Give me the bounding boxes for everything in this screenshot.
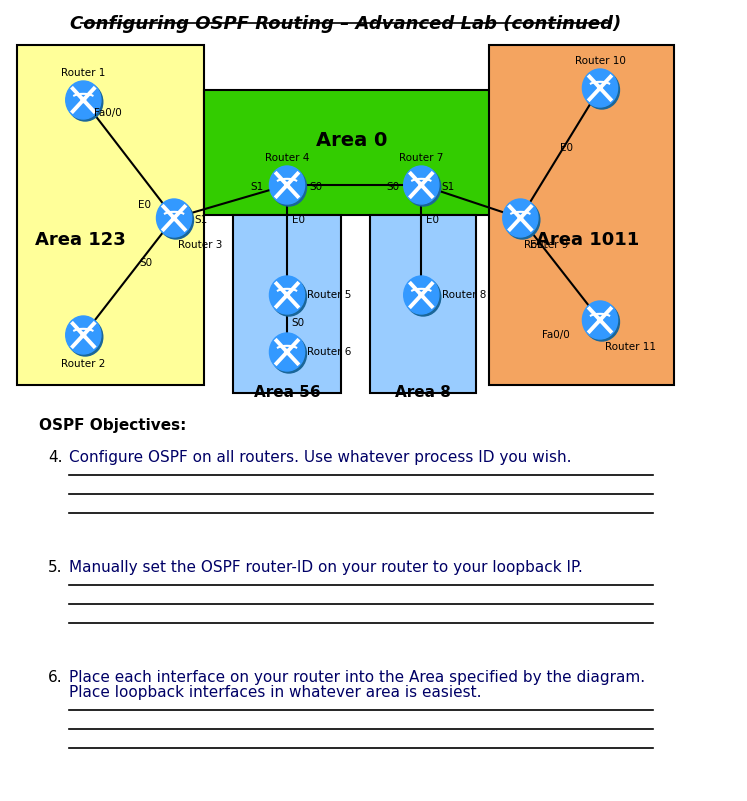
Text: Router 3: Router 3 bbox=[178, 240, 222, 250]
Text: Manually set the OSPF router-ID on your router to your loopback IP.: Manually set the OSPF router-ID on your … bbox=[69, 560, 583, 575]
FancyBboxPatch shape bbox=[16, 45, 204, 385]
Text: Fa0/0: Fa0/0 bbox=[94, 108, 123, 118]
Circle shape bbox=[584, 303, 619, 341]
FancyBboxPatch shape bbox=[371, 215, 476, 393]
Text: Router 10: Router 10 bbox=[574, 56, 625, 66]
Text: E0: E0 bbox=[138, 200, 151, 210]
Text: Configure OSPF on all routers. Use whatever process ID you wish.: Configure OSPF on all routers. Use whate… bbox=[69, 450, 572, 465]
Text: S0: S0 bbox=[386, 182, 399, 192]
Text: S1: S1 bbox=[251, 182, 264, 192]
Text: 6.: 6. bbox=[48, 670, 63, 685]
Text: OSPF Objectives:: OSPF Objectives: bbox=[39, 418, 186, 433]
Circle shape bbox=[270, 276, 305, 314]
Circle shape bbox=[66, 316, 101, 354]
Circle shape bbox=[285, 349, 289, 355]
Circle shape bbox=[81, 98, 86, 103]
Circle shape bbox=[583, 301, 618, 339]
Text: Router 1: Router 1 bbox=[61, 68, 105, 78]
FancyBboxPatch shape bbox=[489, 45, 674, 385]
Text: Router 4: Router 4 bbox=[265, 153, 309, 163]
Text: Router 5: Router 5 bbox=[308, 290, 352, 300]
Circle shape bbox=[156, 199, 192, 237]
Circle shape bbox=[271, 335, 306, 373]
Text: Area 56: Area 56 bbox=[254, 385, 320, 400]
Text: 4.: 4. bbox=[48, 450, 63, 465]
Text: S0: S0 bbox=[140, 258, 153, 268]
Text: Router 8: Router 8 bbox=[441, 290, 486, 300]
Circle shape bbox=[172, 215, 176, 220]
Circle shape bbox=[419, 292, 424, 297]
Text: Place loopback interfaces in whatever area is easiest.: Place loopback interfaces in whatever ar… bbox=[69, 685, 482, 700]
Circle shape bbox=[67, 83, 103, 121]
Circle shape bbox=[518, 215, 523, 220]
Circle shape bbox=[270, 333, 305, 371]
Circle shape bbox=[81, 332, 86, 337]
Text: Place each interface on your router into the Area specified by the diagram.: Place each interface on your router into… bbox=[69, 670, 645, 685]
FancyBboxPatch shape bbox=[204, 90, 500, 215]
Circle shape bbox=[271, 278, 306, 316]
Circle shape bbox=[583, 69, 618, 107]
Text: Router 9: Router 9 bbox=[524, 240, 568, 250]
Circle shape bbox=[503, 199, 538, 237]
Text: Fa0/0: Fa0/0 bbox=[542, 330, 569, 340]
Text: S1: S1 bbox=[441, 182, 455, 192]
Text: 5.: 5. bbox=[48, 560, 63, 575]
Text: S1: S1 bbox=[194, 215, 208, 225]
Text: Area 0: Area 0 bbox=[316, 131, 388, 150]
Circle shape bbox=[403, 276, 439, 314]
Circle shape bbox=[158, 201, 193, 239]
Text: Router 6: Router 6 bbox=[308, 347, 352, 357]
Circle shape bbox=[285, 292, 289, 297]
Text: E0: E0 bbox=[291, 215, 305, 225]
Circle shape bbox=[598, 317, 602, 323]
Text: Area 1011: Area 1011 bbox=[536, 231, 639, 249]
Text: S0: S0 bbox=[291, 319, 305, 328]
Text: E0: E0 bbox=[426, 215, 439, 225]
Circle shape bbox=[505, 201, 540, 239]
Text: Area 8: Area 8 bbox=[395, 385, 451, 400]
Circle shape bbox=[406, 278, 441, 316]
Text: E1: E1 bbox=[530, 240, 543, 250]
Circle shape bbox=[403, 166, 439, 204]
Text: Area 123: Area 123 bbox=[35, 231, 126, 249]
Circle shape bbox=[598, 86, 602, 91]
Circle shape bbox=[67, 318, 103, 356]
Circle shape bbox=[584, 71, 619, 109]
FancyBboxPatch shape bbox=[233, 215, 341, 393]
Circle shape bbox=[406, 168, 441, 206]
Text: Router 2: Router 2 bbox=[61, 359, 105, 369]
Circle shape bbox=[285, 183, 289, 187]
Circle shape bbox=[270, 166, 305, 204]
Text: Router 7: Router 7 bbox=[399, 153, 444, 163]
Text: S0: S0 bbox=[309, 182, 323, 192]
Circle shape bbox=[66, 81, 101, 119]
Text: Router 11: Router 11 bbox=[604, 342, 656, 352]
Circle shape bbox=[419, 183, 424, 187]
Circle shape bbox=[271, 168, 306, 206]
Text: E0: E0 bbox=[560, 143, 573, 153]
Text: Configuring OSPF Routing – Advanced Lab (continued): Configuring OSPF Routing – Advanced Lab … bbox=[69, 15, 621, 33]
